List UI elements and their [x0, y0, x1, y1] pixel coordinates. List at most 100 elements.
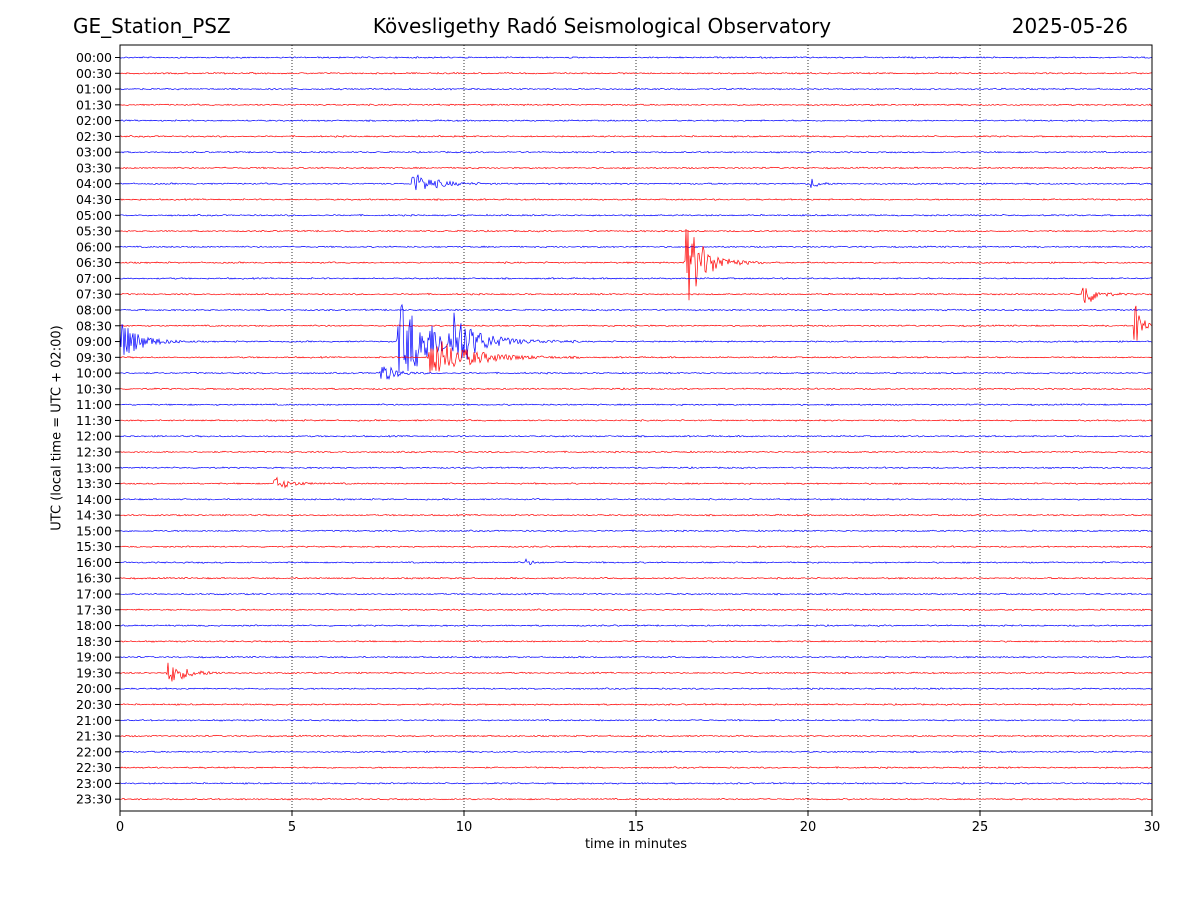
y-tick-label: 21:30 — [76, 729, 112, 744]
trace-2330 — [119, 797, 1153, 801]
y-tick-label: 03:00 — [76, 145, 112, 160]
trace-0700 — [119, 277, 1153, 280]
y-tick-label: 23:00 — [76, 776, 112, 791]
x-tick-label: 5 — [288, 820, 296, 835]
y-tick-label: 12:30 — [76, 445, 112, 460]
y-tick-label: 02:00 — [76, 113, 112, 128]
y-tick-label: 00:30 — [76, 66, 112, 81]
trace-1530 — [119, 545, 1153, 549]
y-tick-label: 16:00 — [76, 555, 112, 570]
y-tick-label: 17:00 — [76, 587, 112, 602]
trace-1630 — [119, 576, 1153, 580]
trace-0000 — [119, 56, 1153, 59]
y-tick-label: 09:00 — [76, 334, 112, 349]
y-tick-label: 12:00 — [76, 429, 112, 444]
trace-0230 — [119, 134, 1152, 138]
x-tick-label: 10 — [456, 820, 473, 835]
y-tick-label: 22:00 — [76, 744, 112, 759]
trace-0200 — [119, 119, 1153, 123]
trace-2300 — [119, 781, 1153, 785]
y-tick-label: 01:30 — [76, 97, 112, 112]
y-axis-label: UTC (local time = UTC + 02:00) — [49, 325, 65, 531]
y-tick-label: 19:30 — [76, 665, 112, 680]
trace-0300 — [119, 150, 1153, 154]
trace-1930 — [119, 662, 1153, 682]
trace-0500 — [119, 213, 1153, 217]
y-tick-label: 03:30 — [76, 160, 112, 175]
trace-1300 — [119, 466, 1153, 470]
seismic-traces — [119, 56, 1153, 801]
trace-1730 — [119, 608, 1153, 612]
chart-date: 2025-05-26 — [1011, 14, 1128, 38]
y-tick-label: 13:00 — [76, 460, 112, 475]
y-tick-label: 14:30 — [76, 508, 112, 523]
trace-1800 — [119, 624, 1153, 627]
x-axis-label: time in minutes — [584, 837, 688, 852]
trace-0630 — [119, 228, 1153, 301]
y-tick-label: 07:30 — [76, 287, 112, 302]
y-tick-label: 04:30 — [76, 192, 112, 207]
trace-0930 — [119, 341, 1153, 373]
trace-1900 — [119, 655, 1153, 659]
trace-1830 — [119, 640, 1153, 643]
trace-2030 — [119, 702, 1153, 706]
x-tick-label: 30 — [1144, 820, 1161, 835]
trace-0330 — [119, 166, 1153, 170]
trace-1000 — [119, 366, 1153, 381]
y-tick-label: 10:00 — [76, 366, 112, 381]
trace-1230 — [119, 450, 1153, 454]
y-tick-label: 11:00 — [76, 397, 112, 412]
y-tick-label: 04:00 — [76, 176, 112, 191]
trace-1130 — [119, 419, 1153, 422]
trace-1030 — [119, 387, 1153, 391]
y-tick-label: 20:30 — [76, 697, 112, 712]
trace-1600 — [119, 558, 1153, 566]
x-tick-label: 25 — [972, 820, 989, 835]
y-tick-label: 13:30 — [76, 476, 112, 491]
x-axis-ticks: 0 5 10 15 20 25 30 — [116, 811, 1160, 835]
trace-0600 — [119, 245, 1153, 249]
trace-0030 — [119, 71, 1153, 75]
y-tick-label: 08:00 — [76, 302, 112, 317]
trace-0430 — [119, 198, 1153, 201]
trace-1330 — [119, 476, 1153, 489]
trace-0900 — [119, 303, 1153, 374]
y-tick-label: 08:30 — [76, 318, 112, 333]
y-tick-label: 15:00 — [76, 523, 112, 538]
y-tick-label: 02:30 — [76, 129, 112, 144]
trace-1430 — [119, 513, 1153, 517]
y-tick-label: 11:30 — [76, 413, 112, 428]
y-tick-label: 22:30 — [76, 760, 112, 775]
y-tick-label: 18:30 — [76, 634, 112, 649]
trace-1500 — [119, 529, 1153, 533]
y-tick-label: 20:00 — [76, 681, 112, 696]
y-tick-label: 10:30 — [76, 381, 112, 396]
y-tick-label: 09:30 — [76, 350, 112, 365]
x-tick-label: 15 — [628, 820, 645, 835]
trace-0130 — [119, 103, 1153, 107]
trace-2200 — [119, 750, 1153, 754]
y-tick-label: 19:00 — [76, 650, 112, 665]
trace-2000 — [119, 687, 1153, 691]
y-tick-label: 06:00 — [76, 239, 112, 254]
y-tick-label: 23:30 — [76, 792, 112, 807]
y-tick-label: 01:00 — [76, 82, 112, 97]
station-name: GE_Station_PSZ — [73, 14, 231, 38]
trace-2100 — [119, 718, 1153, 722]
trace-1200 — [119, 434, 1153, 438]
trace-0730 — [119, 287, 1153, 304]
trace-1400 — [120, 498, 1153, 501]
y-tick-label: 06:30 — [76, 255, 112, 270]
grid-lines — [291, 45, 981, 811]
trace-0100 — [119, 87, 1153, 91]
x-tick-label: 20 — [800, 820, 817, 835]
y-tick-label: 14:00 — [76, 492, 112, 507]
trace-0400 — [119, 174, 1153, 191]
y-tick-label: 15:30 — [76, 539, 112, 554]
y-tick-label: 21:00 — [76, 713, 112, 728]
trace-1700 — [119, 592, 1153, 596]
y-tick-label: 05:30 — [76, 224, 112, 239]
x-tick-label: 0 — [116, 820, 124, 835]
trace-0800 — [119, 308, 1153, 312]
